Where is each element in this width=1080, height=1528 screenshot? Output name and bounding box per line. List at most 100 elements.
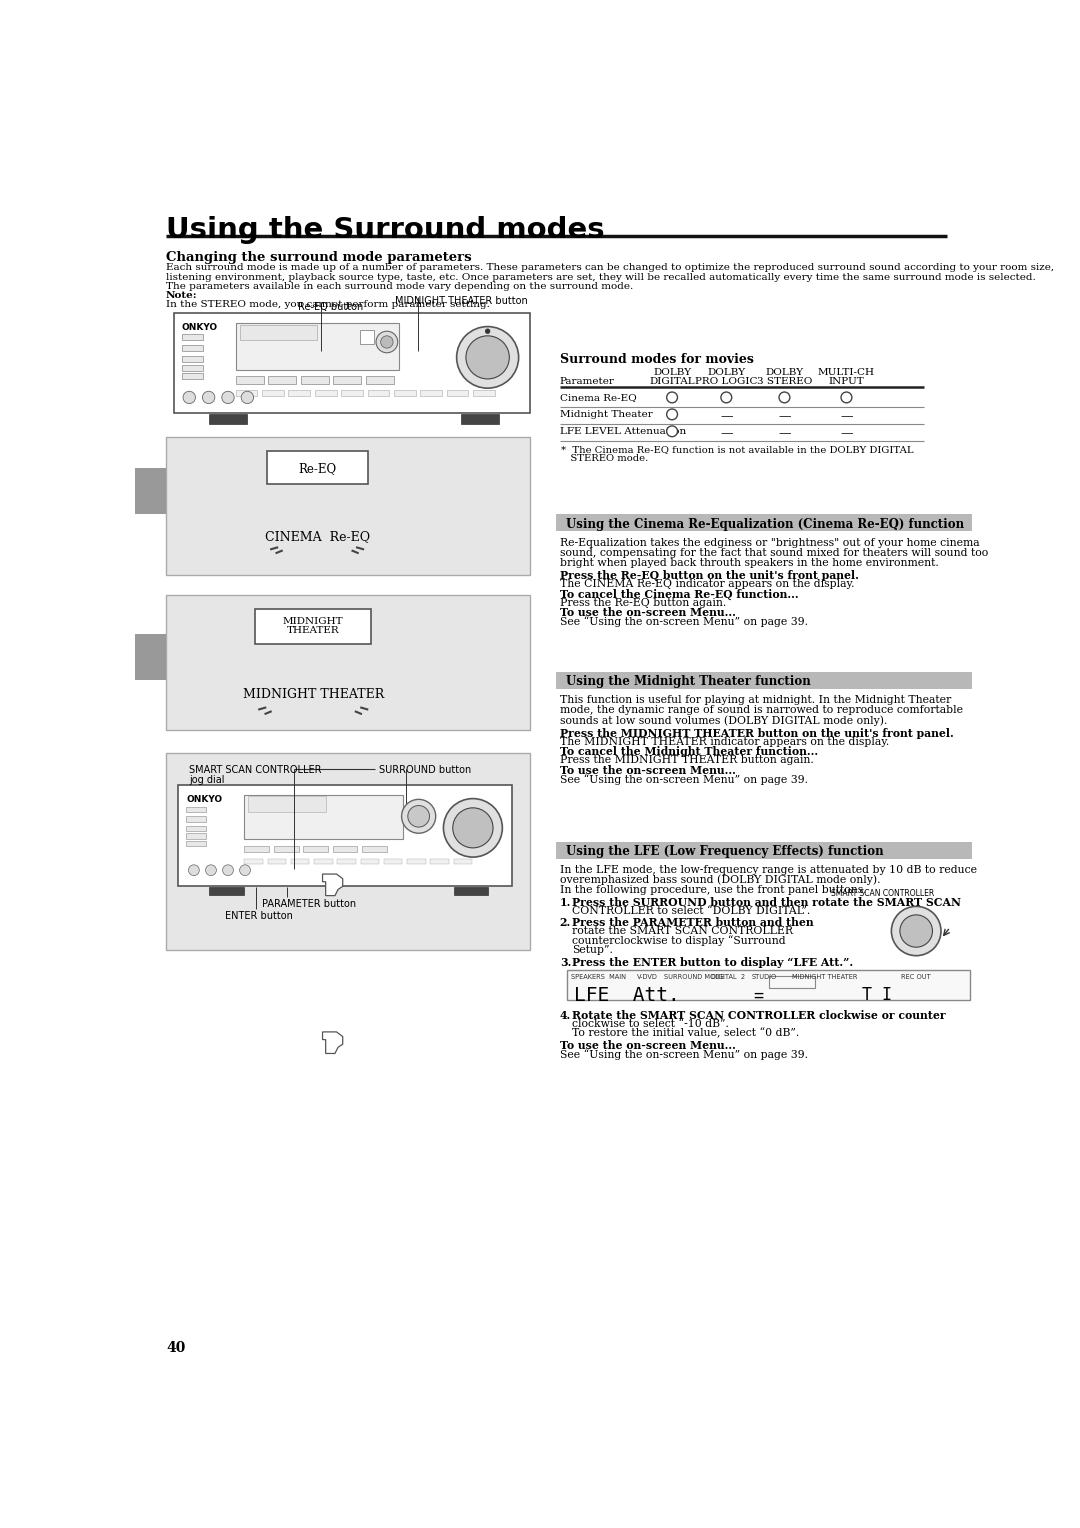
Text: MIDNIGHT THEATER: MIDNIGHT THEATER: [793, 975, 858, 979]
Bar: [337, 859, 356, 863]
Bar: [366, 376, 394, 384]
Polygon shape: [323, 874, 342, 895]
Text: LFE LEVEL Attenuation: LFE LEVEL Attenuation: [559, 426, 686, 435]
Bar: [178, 785, 512, 886]
Bar: [367, 390, 389, 396]
Bar: [135, 634, 166, 680]
Bar: [361, 859, 379, 863]
Bar: [244, 795, 403, 839]
Bar: [362, 845, 387, 853]
Bar: [473, 390, 495, 396]
Bar: [181, 365, 203, 371]
Bar: [407, 859, 426, 863]
Circle shape: [189, 865, 200, 876]
Text: —: —: [840, 410, 853, 423]
Text: To use the on-screen Menu...: To use the on-screen Menu...: [559, 764, 735, 776]
Circle shape: [444, 799, 502, 857]
Bar: [235, 376, 264, 384]
Circle shape: [183, 391, 195, 403]
Text: INPUT: INPUT: [828, 376, 864, 385]
Text: *  The Cinema Re-EQ function is not available in the DOLBY DIGITAL: * The Cinema Re-EQ function is not avail…: [562, 445, 914, 454]
Text: MIDNIGHT THEATER button: MIDNIGHT THEATER button: [394, 296, 527, 306]
Bar: [268, 376, 296, 384]
Circle shape: [666, 426, 677, 437]
Circle shape: [205, 865, 216, 876]
Bar: [248, 796, 326, 811]
Text: Cinema Re-EQ: Cinema Re-EQ: [559, 393, 636, 402]
Bar: [255, 610, 372, 643]
Text: rotate the SMART SCAN CONTROLLER: rotate the SMART SCAN CONTROLLER: [572, 926, 793, 937]
Text: Midnight Theater: Midnight Theater: [559, 410, 652, 419]
Text: This function is useful for playing at midnight. In the Midnight Theater: This function is useful for playing at m…: [559, 695, 951, 706]
Text: Press the ENTER button to display “LFE Att.”.: Press the ENTER button to display “LFE A…: [572, 957, 853, 969]
Text: ONKYO: ONKYO: [181, 324, 218, 333]
Text: DOLBY: DOLBY: [707, 368, 745, 377]
Bar: [333, 845, 357, 853]
Text: Re-EQ: Re-EQ: [298, 461, 336, 475]
Bar: [186, 816, 205, 822]
Bar: [166, 437, 530, 575]
Bar: [268, 859, 286, 863]
Text: The MIDNIGHT THEATER indicator appears on the display.: The MIDNIGHT THEATER indicator appears o…: [559, 736, 889, 747]
Text: SURROUND button: SURROUND button: [379, 766, 471, 776]
Bar: [181, 373, 203, 379]
Circle shape: [241, 391, 254, 403]
Bar: [334, 376, 362, 384]
Bar: [291, 859, 309, 863]
Text: V-DVD: V-DVD: [637, 975, 658, 979]
Bar: [301, 376, 328, 384]
Text: T I: T I: [862, 987, 892, 1004]
Text: Press the SURROUND button and then rotate the SMART SCAN: Press the SURROUND button and then rotat…: [572, 897, 961, 908]
Text: bright when played back throuth speakers in the home environment.: bright when played back throuth speakers…: [559, 558, 939, 567]
Text: jog dial: jog dial: [189, 775, 225, 785]
Text: PARAMETER button: PARAMETER button: [262, 898, 356, 909]
Text: clockwise to select “-10 dB”.: clockwise to select “-10 dB”.: [572, 1019, 729, 1028]
Text: Surround modes for movies: Surround modes for movies: [559, 353, 754, 365]
Circle shape: [380, 336, 393, 348]
Text: To cancel the Cinema Re-EQ function...: To cancel the Cinema Re-EQ function...: [559, 588, 798, 599]
Bar: [314, 859, 333, 863]
Bar: [420, 390, 442, 396]
Text: Re-EQ button: Re-EQ button: [298, 303, 363, 312]
Bar: [181, 356, 203, 362]
Text: counterclockwise to display “Surround: counterclockwise to display “Surround: [572, 935, 786, 946]
Text: —: —: [840, 426, 853, 440]
Bar: [314, 390, 337, 396]
Text: —: —: [779, 410, 791, 423]
Bar: [360, 330, 374, 344]
Text: 2.: 2.: [559, 917, 571, 927]
Text: CONTROLLER to select “DOLBY DIGITAL”.: CONTROLLER to select “DOLBY DIGITAL”.: [572, 906, 810, 917]
Bar: [240, 325, 318, 341]
Text: See “Using the on-screen Menu” on page 39.: See “Using the on-screen Menu” on page 3…: [559, 775, 808, 785]
Bar: [567, 970, 971, 1001]
Text: Re-Equalization takes the edginess or "brightness" out of your home cinema: Re-Equalization takes the edginess or "b…: [559, 538, 980, 547]
Text: ONKYO: ONKYO: [186, 795, 222, 804]
Bar: [303, 845, 328, 853]
Text: In the LFE mode, the low-frequency range is attenuated by 10 dB to reduce: In the LFE mode, the low-frequency range…: [559, 865, 976, 876]
Text: =: =: [754, 987, 764, 1004]
Text: Press the PARAMETER button and then: Press the PARAMETER button and then: [572, 917, 813, 927]
Bar: [181, 335, 203, 341]
Bar: [166, 753, 530, 949]
Text: In the following procedure, use the front panel buttons.: In the following procedure, use the fron…: [559, 885, 866, 895]
Circle shape: [900, 915, 932, 947]
Text: To restore the initial value, select “0 dB”.: To restore the initial value, select “0 …: [572, 1028, 799, 1039]
Bar: [454, 859, 472, 863]
Bar: [174, 313, 530, 413]
Text: LFE  Att.: LFE Att.: [573, 987, 679, 1005]
Text: 40: 40: [166, 1340, 186, 1355]
Bar: [769, 976, 815, 989]
Circle shape: [453, 808, 494, 848]
Text: SMART SCAN CONTROLLER: SMART SCAN CONTROLLER: [189, 766, 322, 776]
Bar: [244, 859, 262, 863]
Bar: [235, 390, 257, 396]
Circle shape: [666, 393, 677, 403]
Text: MULTI-CH: MULTI-CH: [818, 368, 875, 377]
Bar: [166, 596, 530, 730]
Circle shape: [221, 391, 234, 403]
Bar: [262, 390, 284, 396]
Circle shape: [465, 336, 510, 379]
Text: Note:: Note:: [166, 292, 198, 299]
Text: MIDNIGHT THEATER: MIDNIGHT THEATER: [243, 688, 383, 701]
Text: sound, compensating for the fact that sound mixed for theaters will sound too: sound, compensating for the fact that so…: [559, 547, 988, 558]
